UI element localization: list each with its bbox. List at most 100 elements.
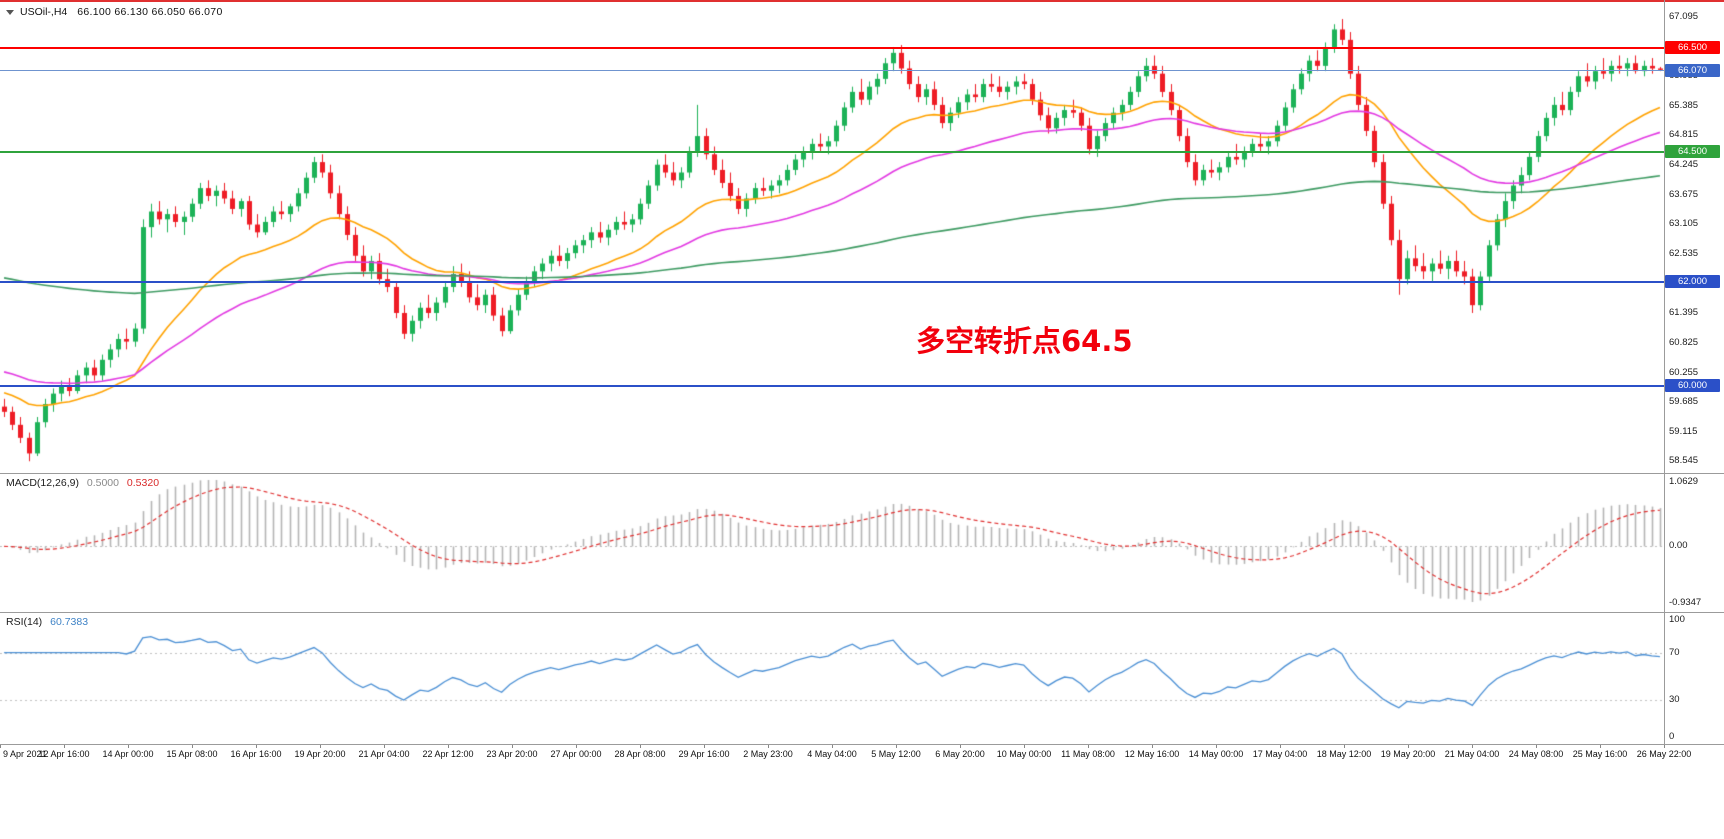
panel-separator[interactable] xyxy=(0,473,1724,474)
time-axis-label: 27 Apr 00:00 xyxy=(550,749,602,759)
macd-axis-label: 0.00 xyxy=(1669,540,1688,552)
time-axis-tick xyxy=(832,745,833,748)
rsi-label: RSI(14) xyxy=(6,616,43,628)
price-axis-tick-label: 61.395 xyxy=(1669,307,1699,319)
price-axis-tick-label: 60.825 xyxy=(1669,336,1699,348)
price-axis-tick-label: 62.535 xyxy=(1669,247,1699,259)
price-axis[interactable]: 67.09566.52565.95565.38564.81564.24563.6… xyxy=(1664,0,1724,473)
chart-annotation-text[interactable]: 多空转折点64.5 xyxy=(916,324,1133,358)
time-axis-label: 2 May 23:00 xyxy=(743,749,793,759)
time-axis-tick xyxy=(1216,745,1217,748)
rsi-axis-label: 30 xyxy=(1669,694,1680,706)
time-axis-label: 21 May 04:00 xyxy=(1444,749,1500,759)
time-axis-tick xyxy=(1024,745,1025,748)
price-level-badge: 60.000 xyxy=(1665,379,1720,393)
macd-axis-label: -0.9347 xyxy=(1669,597,1702,608)
time-axis-tick xyxy=(0,745,1,748)
price-axis-tick-label: 64.245 xyxy=(1669,158,1699,170)
time-axis-label: 18 May 12:00 xyxy=(1316,749,1372,759)
time-axis-tick xyxy=(1280,745,1281,748)
time-axis-label: 19 May 20:00 xyxy=(1380,749,1436,759)
time-axis-label: 6 May 20:00 xyxy=(935,749,985,759)
time-axis-tick xyxy=(576,745,577,748)
time-axis-label: 10 May 00:00 xyxy=(996,749,1052,759)
rsi-panel: RSI(14) 60.7383 100 70 30 0 xyxy=(0,613,1724,744)
rsi-value: 60.7383 xyxy=(50,616,89,628)
price-axis-tick-label: 65.385 xyxy=(1669,99,1699,111)
time-axis-tick xyxy=(640,745,641,748)
level-line-64.500[interactable] xyxy=(0,150,1664,153)
price-axis-tick-label: 67.095 xyxy=(1669,10,1699,22)
time-axis-label: 29 Apr 16:00 xyxy=(678,749,730,759)
price-level-badge: 66.500 xyxy=(1665,41,1720,55)
time-axis-tick xyxy=(256,745,257,748)
level-line-66.500[interactable] xyxy=(0,46,1664,49)
level-line-60.000[interactable] xyxy=(0,384,1664,387)
macd-signal-value: 0.5320 xyxy=(126,477,160,489)
time-axis-tick xyxy=(896,745,897,748)
price-chart-panel: USOil-,H4 66.100 66.130 66.050 66.070 多空… xyxy=(0,0,1724,473)
macd-canvas[interactable] xyxy=(0,474,1664,612)
rsi-axis-label: 100 xyxy=(1669,614,1685,625)
time-axis-tick xyxy=(1088,745,1089,748)
level-line-62.000[interactable] xyxy=(0,280,1664,283)
time-axis-label: 24 May 08:00 xyxy=(1508,749,1564,759)
price-axis-tick-label: 63.675 xyxy=(1669,188,1699,200)
time-axis-tick xyxy=(704,745,705,748)
time-axis-label: 9 Apr 2021 xyxy=(3,749,47,759)
time-axis-label: 16 Apr 16:00 xyxy=(230,749,282,759)
time-axis-tick xyxy=(448,745,449,748)
time-axis-tick xyxy=(128,745,129,748)
rsi-axis-label: 0 xyxy=(1669,731,1675,742)
time-axis-label: 28 Apr 08:00 xyxy=(614,749,666,759)
macd-label: MACD(12,26,9) xyxy=(6,477,79,489)
time-axis-tick xyxy=(320,745,321,748)
time-axis-label: 21 Apr 04:00 xyxy=(358,749,410,759)
time-axis-tick xyxy=(384,745,385,748)
time-axis-tick xyxy=(1344,745,1345,748)
time-axis-label: 14 Apr 00:00 xyxy=(102,749,154,759)
time-axis-tick xyxy=(1600,745,1601,748)
rsi-canvas[interactable] xyxy=(0,613,1664,744)
ohlc-values: 66.100 66.130 66.050 66.070 xyxy=(77,6,223,18)
price-level-badge: 62.000 xyxy=(1665,275,1720,289)
price-chart-canvas[interactable] xyxy=(0,0,1664,473)
time-axis-tick xyxy=(1664,745,1665,748)
price-axis-tick-label: 59.115 xyxy=(1669,425,1698,437)
macd-main-value: 0.5000 xyxy=(86,477,119,489)
current-price-line xyxy=(0,70,1664,72)
time-axis-label: 22 Apr 12:00 xyxy=(422,749,474,759)
time-axis-label: 4 May 04:00 xyxy=(807,749,857,759)
time-axis-label: 14 May 00:00 xyxy=(1188,749,1244,759)
time-axis-tick xyxy=(512,745,513,748)
price-axis-tick-label: 64.815 xyxy=(1669,129,1699,141)
price-axis-tick-label: 58.545 xyxy=(1669,455,1699,467)
axis-border xyxy=(1664,0,1665,744)
rsi-title: RSI(14) 60.7383 xyxy=(6,616,93,628)
time-axis-label: 15 Apr 08:00 xyxy=(166,749,218,759)
time-axis-label: 12 May 16:00 xyxy=(1124,749,1180,759)
time-axis-tick xyxy=(1152,745,1153,748)
price-axis-tick-label: 59.685 xyxy=(1669,396,1699,408)
time-axis-tick xyxy=(192,745,193,748)
macd-panel: MACD(12,26,9) 0.5000 0.5320 1.0629 0.00 -0… xyxy=(0,474,1724,612)
time-axis-label: 19 Apr 20:00 xyxy=(294,749,346,759)
chart-header: USOil-,H4 66.100 66.130 66.050 66.070 xyxy=(6,6,223,18)
time-axis-tick xyxy=(1408,745,1409,748)
time-axis-tick xyxy=(1472,745,1473,748)
time-axis[interactable]: 9 Apr 2021 12 Apr 16:00 14 Apr 00:00 15 Apr… xyxy=(0,744,1724,765)
time-axis-label: 25 May 16:00 xyxy=(1572,749,1628,759)
time-axis-label: 17 May 04:00 xyxy=(1252,749,1308,759)
current-price-badge: 66.070 xyxy=(1665,63,1720,77)
price-level-badge: 64.500 xyxy=(1665,145,1720,159)
macd-title: MACD(12,26,9) 0.5000 0.5320 xyxy=(6,477,164,489)
time-axis-label: 26 May 22:00 xyxy=(1636,749,1692,759)
price-axis-tick-label: 60.255 xyxy=(1669,366,1699,378)
rsi-axis[interactable]: 100 70 30 0 xyxy=(1664,613,1724,744)
time-axis-label: 11 May 08:00 xyxy=(1061,749,1115,759)
panel-separator[interactable] xyxy=(0,612,1724,613)
macd-axis[interactable]: 1.0629 0.00 -0.9347 xyxy=(1664,474,1724,612)
time-axis-tick xyxy=(64,745,65,748)
symbol-dropdown-icon[interactable] xyxy=(6,9,14,15)
